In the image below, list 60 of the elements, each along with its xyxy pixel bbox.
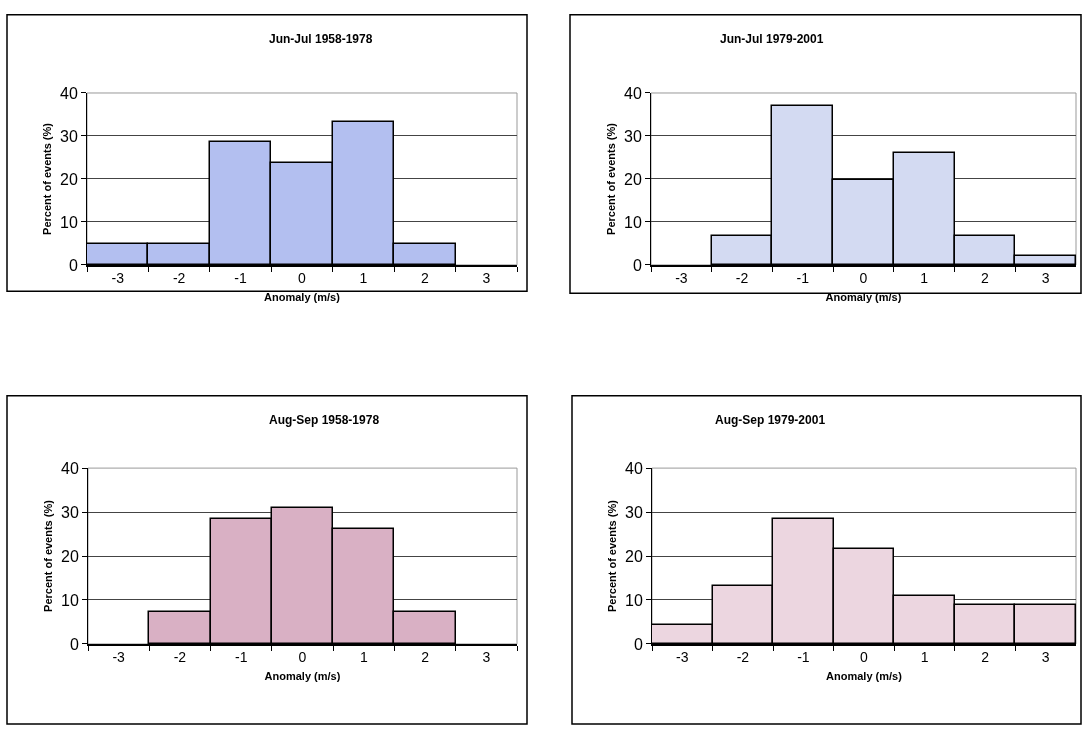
y-tick-label: 0 [68,256,78,274]
y-tick-label: 0 [633,635,643,653]
x-tick-label: -2 [736,649,750,666]
y-tick-label: 40 [60,84,78,102]
x-tick-label: -3 [676,649,689,666]
y-tick-label: 40 [61,459,79,477]
y-tick-label: 20 [61,547,79,565]
x-tick-label: -1 [234,649,248,666]
y-axis-title: Percent of events (%) [40,122,53,235]
y-tick-label: 0 [632,256,642,274]
x-tick-label: -2 [172,270,186,287]
x-axis-title: Anomaly (m/s) [264,291,341,304]
y-tick-label: 10 [60,213,78,231]
x-tick-label: -3 [675,270,688,287]
x-tick-label: 0 [859,270,868,287]
x-tick-label: 2 [420,270,429,287]
x-tick-label: -2 [173,649,187,666]
x-tick-label: 0 [298,649,307,666]
x-tick-label: -1 [796,270,810,287]
x-tick-label: 0 [860,649,869,666]
y-axis-title: Percent of events (%) [605,499,618,612]
chart-title: Aug-Sep 1979-2001 [715,413,826,427]
x-tick-label: 3 [1041,270,1050,287]
y-tick-label: 20 [625,547,643,565]
x-tick-label: 3 [1041,649,1050,666]
y-tick-label: 0 [69,635,79,653]
y-axis-title: Percent of events (%) [41,499,54,612]
x-tick-label: 1 [920,270,929,287]
y-tick-label: 30 [625,503,643,521]
x-tick-label: 1 [920,649,929,666]
y-tick-label: 10 [61,591,79,609]
y-tick-label: 20 [60,170,78,188]
x-tick-label: 1 [359,649,368,666]
y-tick-label: 20 [624,170,642,188]
x-tick-label: 3 [482,270,491,287]
x-axis-title: Anomaly (m/s) [826,670,903,683]
x-tick-label: -1 [234,270,248,287]
y-tick-label: 10 [624,213,642,231]
x-tick-label: 2 [981,649,990,666]
x-tick-label: -3 [112,649,126,666]
x-tick-label: 1 [359,270,368,287]
y-tick-label: 30 [60,127,78,145]
x-tick-label: 2 [421,649,430,666]
x-tick-label: 2 [981,270,990,287]
chart-title: Jun-Jul 1958-1978 [269,32,373,46]
x-tick-label: -3 [111,270,125,287]
x-tick-label: -2 [735,270,749,287]
y-tick-label: 30 [61,503,79,521]
y-axis-title: Percent of events (%) [604,122,617,235]
x-tick-label: -1 [797,649,810,666]
x-axis-title: Anomaly (m/s) [264,670,341,683]
x-tick-label: 0 [298,270,307,287]
x-tick-label: 3 [482,649,491,666]
y-tick-label: 30 [624,127,642,145]
y-tick-label: 10 [625,591,643,609]
chart-title: Jun-Jul 1979-2001 [720,32,824,46]
y-tick-label: 40 [625,459,643,477]
chart-title: Aug-Sep 1958-1978 [269,413,380,427]
x-axis-title: Anomaly (m/s) [825,291,902,304]
y-tick-label: 40 [624,84,642,102]
